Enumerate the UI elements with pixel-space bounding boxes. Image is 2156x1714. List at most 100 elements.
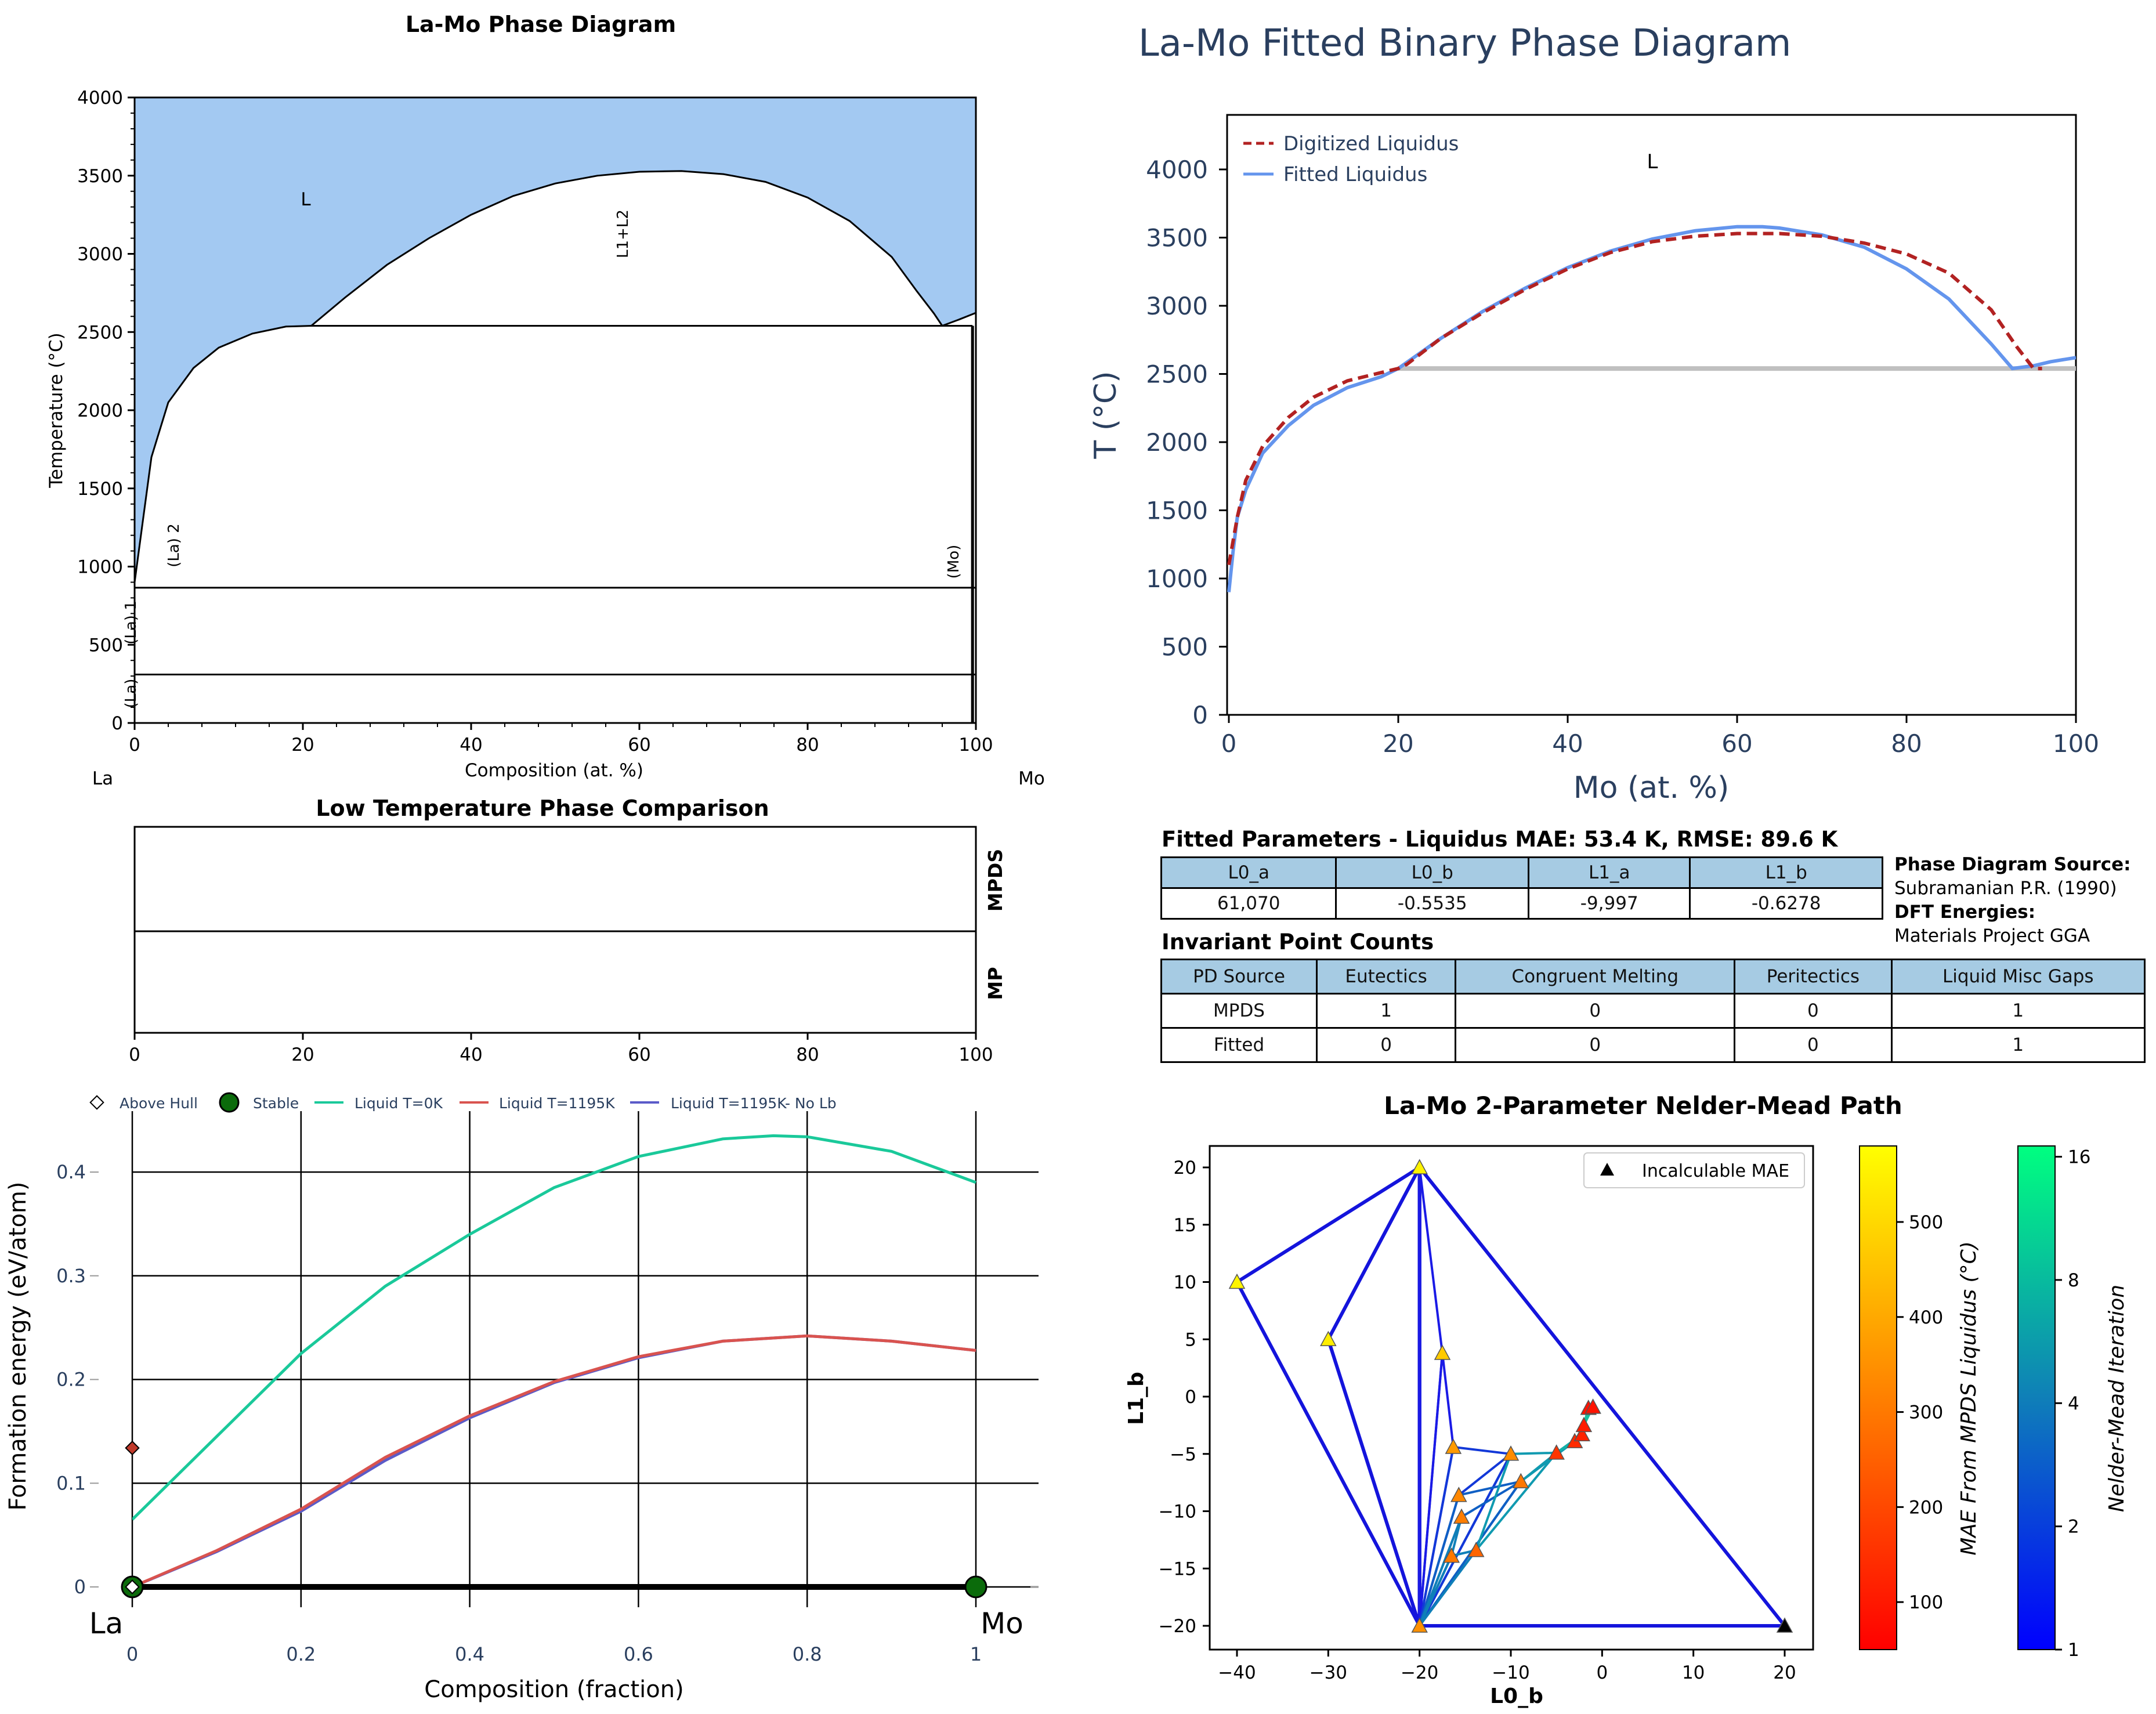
legend-marker-incalculable (1600, 1163, 1614, 1176)
formation-energy-xtick-label: 0 (126, 1643, 138, 1665)
phase-diagram-xtick-label: 0 (129, 735, 140, 755)
nelder-mead-point (1434, 1344, 1451, 1360)
iteration-colorbar-tick-label: 4 (2068, 1393, 2079, 1414)
low-temp-row-mpds: MPDS (984, 849, 1007, 912)
formation-energy-xtick-label: 0.6 (624, 1643, 653, 1665)
fitted-ytick-label: 500 (1162, 633, 1208, 661)
mae-colorbar-tick-label: 500 (1909, 1212, 1943, 1233)
phase-diagram-ytick-label: 2000 (77, 400, 123, 421)
iteration-colorbar-label: Nelder-Mead Iteration (2105, 1285, 2129, 1512)
phase-diagram-right-element: Mo (1018, 768, 1045, 789)
phase-diagram-ytick-label: 500 (89, 635, 123, 656)
formation-energy-xtick-label: 1 (970, 1643, 982, 1665)
legend-label-fitted: Fitted Liquidus (1283, 163, 1427, 186)
liquid-region-fill (135, 97, 976, 583)
nelder-mead-xtick-label: 20 (1773, 1662, 1796, 1683)
nelder-mead-xtick-label: −20 (1401, 1662, 1438, 1683)
nelder-mead-xtick-label: −10 (1492, 1662, 1529, 1683)
phase-diagram-left-element: La (92, 768, 113, 789)
phase-diagram-panel: La-Mo Phase Diagram 0 20 40 60 80 10005001000… (46, 12, 1045, 789)
formation-right-element: Mo (981, 1607, 1023, 1640)
region-label-liquid: L (301, 189, 311, 210)
liquid-1195k-nolb-line (132, 1334, 976, 1589)
formation-energy-xtick-label: 0.4 (455, 1643, 484, 1665)
nelder-mead-xtick-label: −30 (1309, 1662, 1347, 1683)
phase-diagram-ytick-label: 1500 (77, 479, 123, 500)
region-label-la1: (La) 1 (122, 601, 140, 645)
fitted-xtick-label: 40 (1552, 729, 1583, 758)
low-temp-xtick-label: 0 (129, 1044, 140, 1065)
formation-energy-ylabel: Formation energy (eV/atom) (5, 1182, 31, 1511)
legend-label-liquid-0k: Liquid T=0K (354, 1095, 443, 1112)
phase-diagram-xtick-label: 100 (958, 735, 993, 755)
nelder-mead-point (1467, 1542, 1485, 1557)
fitted-xtick-label: 20 (1383, 729, 1413, 758)
low-temp-xtick-label: 60 (628, 1044, 650, 1065)
nelder-mead-ytick-label: 20 (1174, 1158, 1196, 1178)
mae-colorbar-tick-label: 300 (1909, 1402, 1943, 1423)
legend-label-digitized: Digitized Liquidus (1283, 132, 1459, 156)
formation-energy-legend: Above Hull Stable Liquid T=0K Liquid T=1… (89, 1092, 837, 1113)
fitted-ytick-label: 1000 (1146, 565, 1208, 593)
nelder-mead-point (1548, 1444, 1565, 1460)
nelder-mead-ylabel: L1_b (1124, 1372, 1148, 1425)
above-hull-marker-la (125, 1579, 140, 1594)
nelder-mead-point (1453, 1508, 1470, 1524)
phase-diagram-title: La-Mo Phase Diagram (406, 12, 676, 37)
fitted-ytick-label: 1500 (1146, 497, 1208, 525)
phase-diagram-ytick-label: 3000 (77, 244, 123, 265)
fitted-binary-plot-area (1226, 114, 2077, 716)
nelder-mead-point (1502, 1445, 1520, 1461)
region-label-mo: (Mo) (945, 545, 963, 579)
iteration-colorbar-tick-label: 16 (2068, 1147, 2090, 1168)
nelder-mead-point (1320, 1330, 1337, 1347)
fitted-ytick-label: 2000 (1146, 428, 1208, 457)
formation-energy-ytick-label: 0.1 (56, 1472, 86, 1494)
low-temp-title: Low Temperature Phase Comparison (316, 795, 769, 821)
fitted-binary-legend: Digitized Liquidus Fitted Liquidus (1243, 132, 1459, 186)
phase-diagram-ytick-label: 1000 (77, 557, 123, 578)
mae-colorbar-tick-label: 200 (1909, 1497, 1943, 1518)
nelder-mead-point (1411, 1159, 1428, 1174)
nelder-mead-point (1445, 1438, 1462, 1454)
phase-diagram-xlabel: Composition (at. %) (465, 760, 643, 781)
nelder-mead-point (1585, 1398, 1601, 1414)
nelder-mead-simplex (1475, 1451, 1558, 1552)
nelder-mead-ytick-label: 15 (1174, 1215, 1196, 1236)
mae-colorbar-tick-label: 400 (1909, 1307, 1943, 1328)
fitted-xtick-label: 60 (1721, 729, 1752, 758)
legend-label-liquid-1195k: Liquid T=1195K (499, 1095, 615, 1112)
mae-colorbar (1859, 1145, 1897, 1650)
fitted-binary-ylabel: T (°C) (1088, 371, 1123, 459)
iteration-colorbar (2017, 1145, 2056, 1650)
mae-colorbar-tick-label: 100 (1909, 1592, 1943, 1613)
nelder-mead-panel: La-Mo 2-Parameter Nelder-Mead Path −40 −3… (1124, 1091, 2129, 1708)
fitted-region-label: L (1647, 150, 1658, 173)
nelder-mead-point (1450, 1487, 1467, 1502)
fitted-binary-title: La-Mo Fitted Binary Phase Diagram (1138, 22, 1791, 65)
above-hull-point (125, 1440, 140, 1456)
low-temp-xtick-label: 100 (958, 1044, 993, 1065)
phase-diagram-ytick-label: 2500 (77, 322, 123, 343)
nelder-mead-xtick-label: −40 (1218, 1662, 1256, 1683)
nelder-mead-ytick-label: 5 (1185, 1329, 1196, 1350)
fitted-xtick-label: 0 (1221, 729, 1237, 758)
iteration-colorbar-tick-label: 2 (2068, 1517, 2079, 1538)
nelder-mead-point (1513, 1473, 1529, 1488)
nelder-mead-legend: Incalculable MAE (1583, 1152, 1805, 1188)
formation-energy-xtick-label: 0.2 (286, 1643, 316, 1665)
phase-diagram-xtick-label: 60 (628, 735, 650, 755)
formation-left-element: La (89, 1607, 124, 1640)
fitted-ytick-label: 3000 (1146, 292, 1208, 320)
liquid-1195k-line (132, 1334, 976, 1589)
nelder-mead-title: La-Mo 2-Parameter Nelder-Mead Path (1384, 1091, 1902, 1120)
formation-energy-xtick-label: 0.8 (793, 1643, 822, 1665)
low-temp-xtick-label: 20 (291, 1044, 314, 1065)
nelder-mead-point (1411, 1617, 1428, 1633)
phase-diagram-ylabel: Temperature (°C) (46, 332, 67, 489)
nelder-mead-ytick-label: −15 (1159, 1558, 1196, 1579)
phase-diagram-xtick-label: 80 (796, 735, 819, 755)
region-label-l1-l2: L1+L2 (614, 209, 632, 258)
fitted-binary-panel: La-Mo Fitted Binary Phase Diagram 0 20 40 6… (1088, 22, 2099, 805)
legend-label-above-hull: Above Hull (120, 1095, 198, 1112)
